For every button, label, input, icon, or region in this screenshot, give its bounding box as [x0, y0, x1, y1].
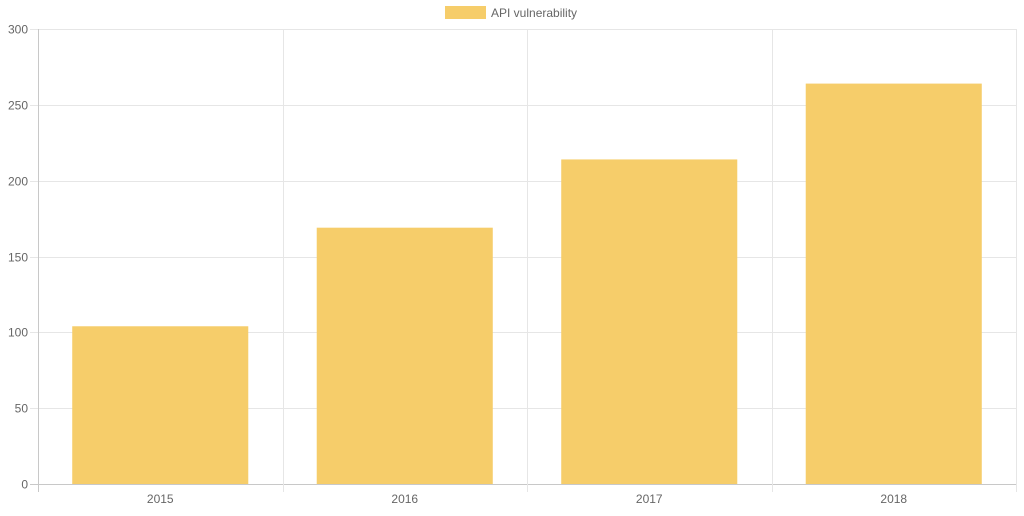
y-tick-label: 0 — [21, 478, 28, 492]
legend[interactable]: API vulnerability — [445, 6, 577, 20]
y-tick-label: 200 — [8, 175, 28, 189]
y-tick-label: 150 — [8, 251, 28, 265]
bars — [72, 83, 982, 484]
bar-2018[interactable] — [805, 83, 982, 484]
y-tick-label: 250 — [8, 99, 28, 113]
legend-label: API vulnerability — [491, 6, 577, 20]
bar-2017[interactable] — [561, 159, 738, 484]
x-tick-label: 2018 — [880, 492, 907, 506]
y-axis-tick-labels: 0 50 100 150 200 250 300 — [8, 23, 28, 492]
legend-swatch — [445, 6, 486, 19]
y-tick-label: 100 — [8, 326, 28, 340]
y-tick-label: 300 — [8, 23, 28, 37]
x-tick-label: 2017 — [636, 492, 663, 506]
bar-2015[interactable] — [72, 326, 249, 484]
x-axis-tick-labels: 2015 2016 2017 2018 — [147, 492, 908, 506]
y-tick-label: 50 — [15, 402, 29, 416]
x-tick-label: 2016 — [391, 492, 418, 506]
x-tick-label: 2015 — [147, 492, 174, 506]
bar-2016[interactable] — [316, 227, 493, 484]
